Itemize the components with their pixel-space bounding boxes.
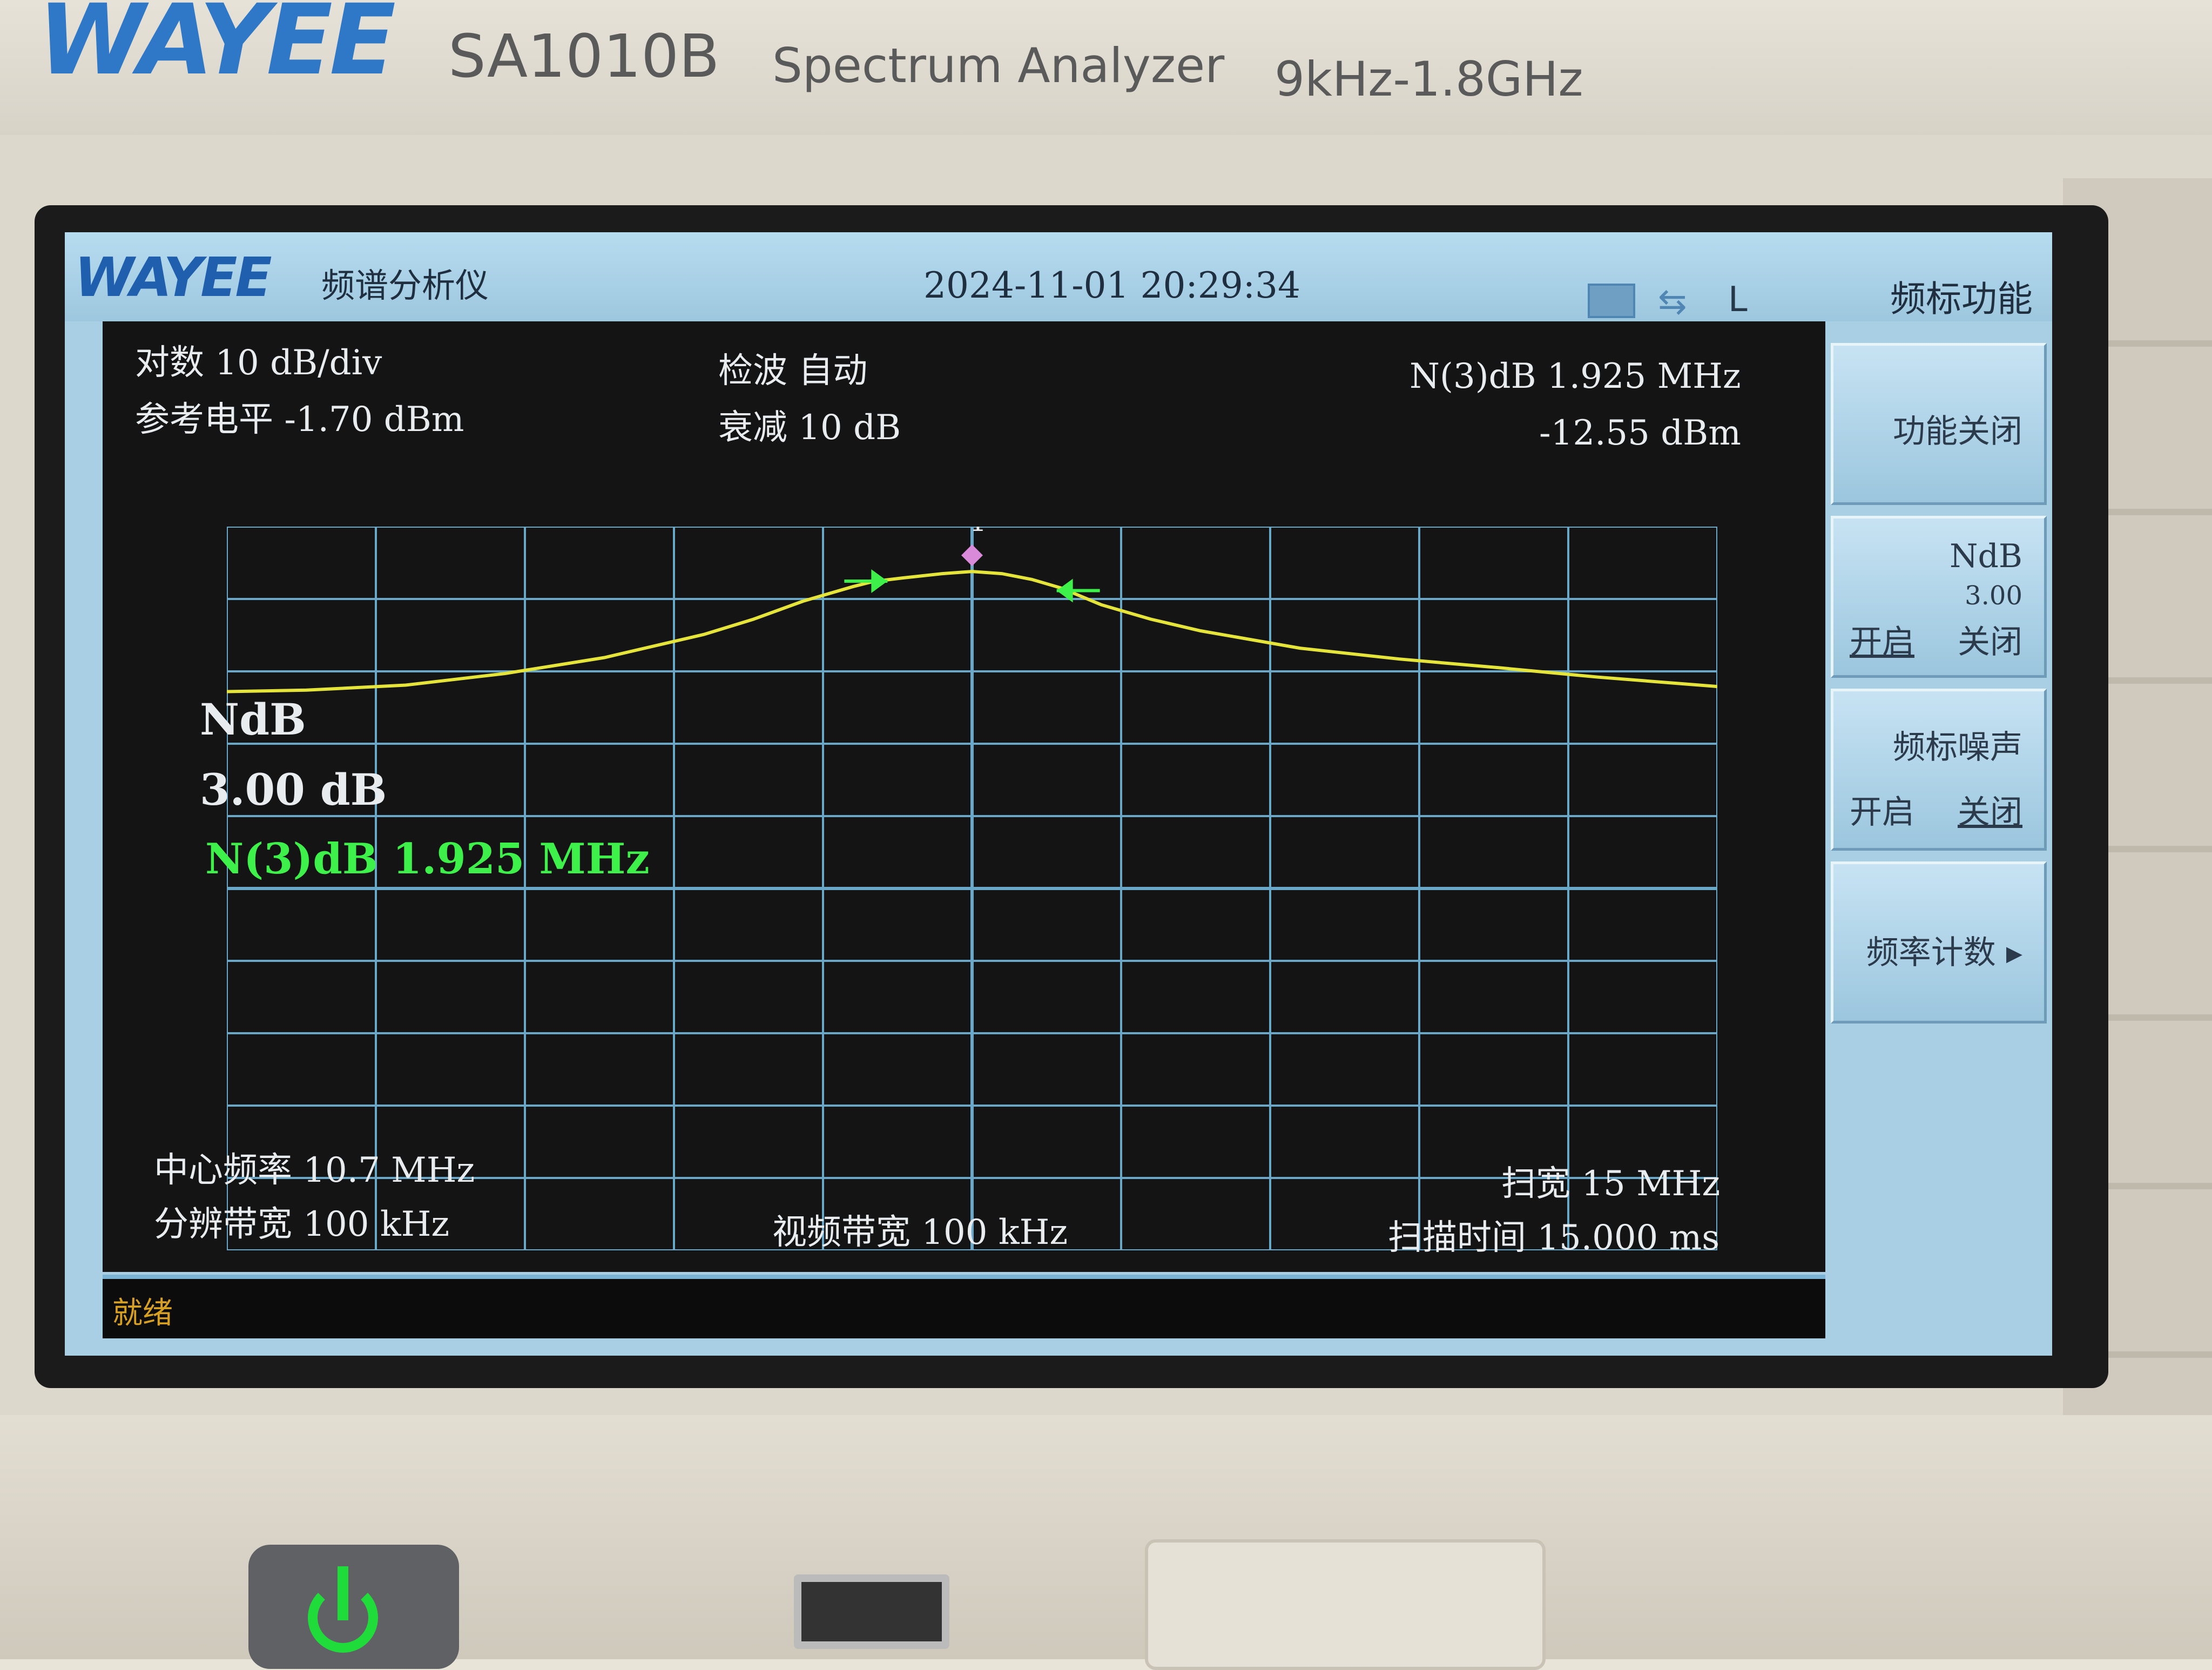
ndb-title: NdB bbox=[200, 694, 306, 745]
model-label: SA1010B bbox=[448, 22, 720, 91]
video-bandwidth: 视频带宽 100 kHz bbox=[772, 1213, 1068, 1252]
status-bar: 就绪 bbox=[103, 1275, 1825, 1338]
softkey-ndb[interactable]: NdB 3.00 开启 关闭 bbox=[1831, 516, 2047, 678]
brand-logo: WAYEE bbox=[38, 0, 396, 97]
spectrum-trace-svg: 1 bbox=[227, 527, 1717, 1250]
softkey-panel: 功能关闭 NdB 3.00 开启 关闭 频标噪声 开启 关闭 频率计数 ▸ bbox=[1831, 321, 2052, 1356]
sweep-time: 扫描时间 15.000 ms bbox=[1388, 1218, 1720, 1258]
softkey-sub-value: 3.00 bbox=[1965, 581, 2022, 611]
lan-icon bbox=[1588, 284, 1635, 318]
span: 扫宽 15 MHz bbox=[1501, 1164, 1721, 1204]
frequency-range: 9kHz-1.8GHz bbox=[1274, 51, 1583, 107]
softkey-on-option: 开启 bbox=[1850, 793, 1914, 831]
attenuation-annotation: 衰减 10 dB bbox=[718, 408, 901, 448]
ndb-value: 3.00 dB bbox=[200, 764, 387, 815]
resolution-bandwidth: 分辨带宽 100 kHz bbox=[154, 1204, 450, 1244]
ndb-result: N(3)dB 1.925 MHz bbox=[205, 834, 650, 884]
device-header-panel: WAYEE SA1010B Spectrum Analyzer 9kHz-1.8… bbox=[0, 0, 2212, 135]
front-panel-door bbox=[1145, 1539, 1546, 1670]
softkey-off-option: 关闭 bbox=[1958, 623, 2022, 661]
marker-readout-frequency: N(3)dB 1.925 MHz bbox=[1410, 356, 1741, 396]
menu-title: 频标功能 bbox=[1890, 278, 2033, 320]
marker-readout-amplitude: -12.55 dBm bbox=[1539, 413, 1741, 453]
screen: WAYEE 频谱分析仪 2024-11-01 20:29:34 ⇆ L 频标功能… bbox=[65, 232, 2052, 1356]
softkey-on-option: 开启 bbox=[1850, 623, 1914, 661]
plot-area: 1 bbox=[227, 527, 1717, 1250]
marker-1-label: 1 bbox=[969, 527, 987, 537]
softkey-function-off[interactable]: 功能关闭 bbox=[1831, 343, 2047, 505]
spectrum-trace bbox=[227, 570, 1717, 693]
app-name: 频谱分析仪 bbox=[321, 266, 489, 305]
ref-level-annotation: 参考电平 -1.70 dBm bbox=[135, 400, 464, 440]
status-text: 就绪 bbox=[112, 1296, 173, 1331]
screen-logo: WAYEE bbox=[75, 246, 272, 309]
ndb-marker-right bbox=[1056, 578, 1100, 603]
device-description: Spectrum Analyzer bbox=[772, 38, 1225, 93]
detector-annotation: 检波 自动 bbox=[718, 351, 868, 391]
marker-1-diamond bbox=[961, 544, 983, 567]
title-bar: WAYEE 频谱分析仪 2024-11-01 20:29:34 ⇆ L 频标功能 bbox=[65, 232, 2052, 322]
usb-icon: ⇆ bbox=[1658, 282, 1687, 322]
softkey-label: 功能关闭 bbox=[1893, 413, 2022, 450]
softkey-label: NdB bbox=[1950, 537, 2022, 575]
datetime: 2024-11-01 20:29:34 bbox=[923, 265, 1300, 306]
softkey-label: 频率计数 ▸ bbox=[1866, 934, 2022, 972]
softkey-marker-noise[interactable]: 频标噪声 开启 关闭 bbox=[1831, 689, 2047, 851]
ndb-marker-left bbox=[844, 569, 888, 593]
mode-indicator: L bbox=[1728, 280, 1748, 320]
spectrum-display: 对数 10 dB/div 参考电平 -1.70 dBm 检波 自动 衰减 10 … bbox=[103, 321, 1825, 1272]
scale-annotation: 对数 10 dB/div bbox=[135, 343, 382, 383]
center-frequency: 中心频率 10.7 MHz bbox=[154, 1150, 475, 1190]
softkey-off-option: 关闭 bbox=[1958, 793, 2022, 831]
softkey-label: 频标噪声 bbox=[1893, 729, 2022, 766]
power-icon-bar bbox=[338, 1566, 348, 1620]
softkey-frequency-count[interactable]: 频率计数 ▸ bbox=[1831, 861, 2047, 1023]
usb-port bbox=[794, 1574, 949, 1649]
